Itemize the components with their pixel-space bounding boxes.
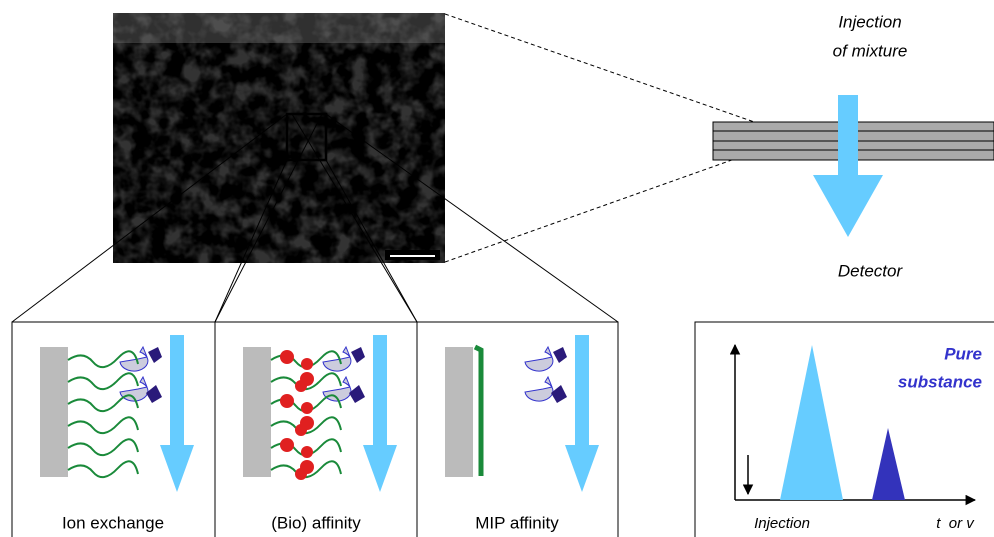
- rect: [445, 347, 473, 477]
- shape: [68, 461, 138, 477]
- panel-art: [40, 335, 599, 492]
- circle: [295, 380, 307, 392]
- circle: [280, 438, 294, 452]
- shape: [148, 347, 162, 363]
- detector-label: Detector: [838, 261, 904, 280]
- shape: [363, 335, 397, 492]
- shape: [160, 335, 194, 492]
- figure: Injection of mixture Detector Ion exchan…: [0, 0, 994, 537]
- circle: [280, 350, 294, 364]
- panel-label: Ion exchange: [62, 513, 164, 532]
- shape: [68, 439, 138, 455]
- shape: [146, 385, 162, 403]
- shape: [68, 373, 138, 389]
- rect: [243, 347, 271, 477]
- circle: [301, 402, 313, 414]
- column: [713, 95, 994, 237]
- circle: [301, 358, 313, 370]
- shape: [551, 385, 567, 403]
- shape: [120, 347, 148, 371]
- shape: [475, 347, 481, 476]
- panel-label: MIP affinity: [475, 513, 559, 532]
- x-start-label: Injection: [754, 515, 810, 532]
- circle: [280, 394, 294, 408]
- injection-label: Injection: [838, 12, 901, 31]
- sem-image: [113, 13, 445, 263]
- rect: [40, 347, 68, 477]
- shape: [351, 347, 365, 363]
- shape: [565, 335, 599, 492]
- shape: [553, 347, 567, 363]
- shape: [68, 417, 138, 433]
- circle: [301, 446, 313, 458]
- circle: [295, 424, 307, 436]
- shape: [349, 385, 365, 403]
- circle: [295, 468, 307, 480]
- panel-label: (Bio) affinity: [271, 513, 361, 532]
- shape: [525, 377, 553, 401]
- peak-label: substance: [898, 372, 982, 391]
- shape: [323, 347, 351, 371]
- injection-label: of mixture: [833, 41, 908, 60]
- shape: [525, 347, 553, 371]
- peak-label: Pure: [944, 344, 982, 363]
- x-end-label: t or v: [936, 515, 975, 532]
